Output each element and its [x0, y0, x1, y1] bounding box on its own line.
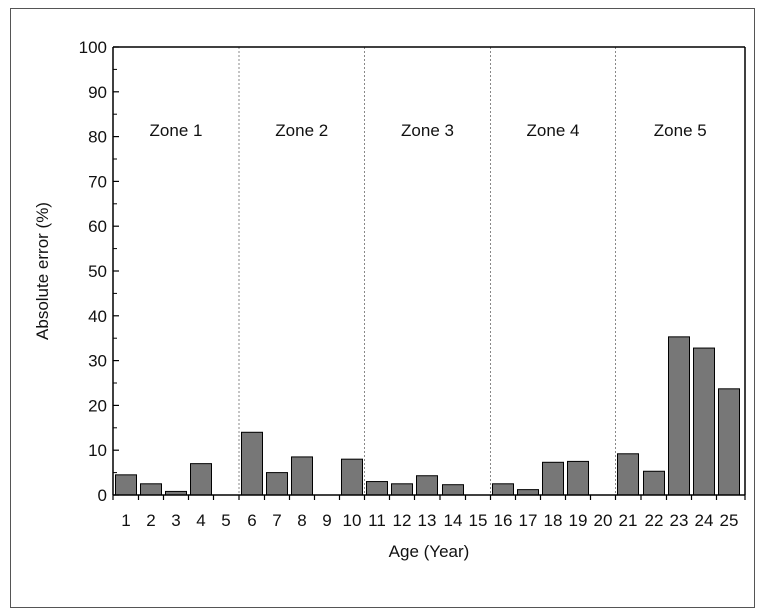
bar	[266, 472, 288, 496]
y-ticks: 0 10 20 30 40 50 60 70 80 90 100	[79, 38, 119, 505]
bar	[140, 483, 162, 496]
y-tick-label: 60	[88, 217, 107, 236]
axes	[112, 46, 746, 496]
x-ticks: 1 2 3 4 5 6 7 8 9 10 11 12 13 14 15 16 17 18 19 20 21 22 23 24 2…	[112, 495, 746, 530]
bar	[643, 470, 665, 496]
bar	[492, 483, 514, 496]
y-tick-label: 40	[88, 307, 107, 326]
x-tick-label: 12	[393, 511, 412, 530]
x-tick-label: 18	[544, 511, 563, 530]
bar	[391, 483, 413, 496]
x-tick-label: 22	[645, 511, 664, 530]
x-tick-label: 23	[670, 511, 689, 530]
bar	[567, 460, 589, 496]
x-tick-label: 4	[196, 511, 205, 530]
bar	[291, 456, 313, 496]
zone-label: Zone 1	[150, 121, 203, 140]
y-axis-title: Absolute error (%)	[33, 202, 52, 340]
x-tick-label: 16	[494, 511, 513, 530]
y-tick-label: 100	[79, 38, 107, 57]
zone-label: Zone 3	[401, 121, 454, 140]
bar	[442, 484, 464, 496]
x-tick-label: 19	[569, 511, 588, 530]
bar	[366, 481, 388, 496]
bars	[115, 336, 740, 496]
x-tick-label: 9	[322, 511, 331, 530]
x-tick-label: 15	[469, 511, 488, 530]
y-tick-label: 90	[88, 83, 107, 102]
bar	[668, 336, 690, 496]
x-tick-label: 21	[619, 511, 638, 530]
y-tick-label: 10	[88, 441, 107, 460]
x-tick-label: 20	[594, 511, 613, 530]
x-tick-label: 11	[368, 511, 386, 530]
x-tick-label: 25	[720, 511, 739, 530]
y-tick-label: 0	[98, 486, 107, 505]
x-tick-label: 6	[247, 511, 256, 530]
zone-dividers	[238, 47, 616, 495]
x-tick-label: 5	[221, 511, 230, 530]
x-tick-label: 1	[121, 511, 130, 530]
x-tick-label: 13	[418, 511, 437, 530]
y-tick-label: 80	[88, 128, 107, 147]
y-tick-label: 70	[88, 172, 107, 191]
y-tick-label: 20	[88, 396, 107, 415]
bar	[241, 431, 263, 496]
bar	[517, 489, 539, 496]
x-tick-label: 7	[272, 511, 281, 530]
bar	[115, 474, 137, 496]
bar	[617, 453, 639, 496]
x-tick-label: 10	[343, 511, 362, 530]
x-tick-label: 3	[171, 511, 180, 530]
bar	[190, 463, 212, 496]
x-tick-label: 24	[695, 511, 714, 530]
bar	[718, 388, 740, 496]
x-tick-label: 2	[146, 511, 155, 530]
bar	[542, 461, 564, 496]
bar	[693, 347, 715, 496]
zone-label: Zone 5	[654, 121, 707, 140]
bar	[416, 475, 438, 496]
x-tick-label: 14	[444, 511, 463, 530]
bar	[341, 458, 363, 496]
zone-label: Zone 2	[275, 121, 328, 140]
x-tick-label: 8	[297, 511, 306, 530]
x-tick-label: 17	[519, 511, 538, 530]
zone-label: Zone 4	[527, 121, 580, 140]
y-tick-label: 50	[88, 262, 107, 281]
zone-labels: Zone 1 Zone 2 Zone 3 Zone 4 Zone 5	[150, 121, 707, 140]
x-axis-title: Age (Year)	[389, 542, 470, 561]
y-tick-label: 30	[88, 352, 107, 371]
